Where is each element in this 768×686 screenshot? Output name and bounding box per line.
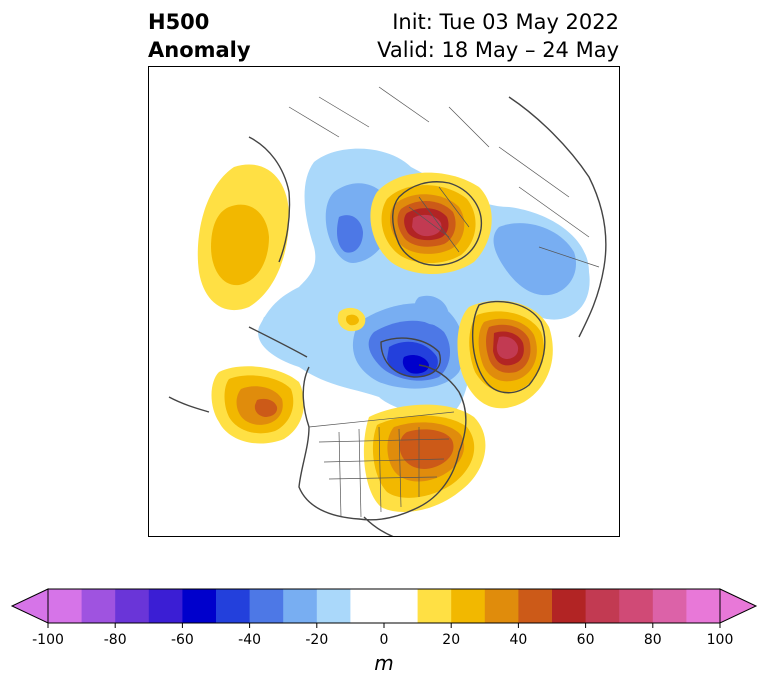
positive-anomalies — [197, 164, 553, 512]
map-panel — [148, 66, 620, 537]
colorbar-tick-label: 60 — [577, 632, 595, 648]
colorbar-units-label: m — [374, 651, 393, 675]
colorbar-extend-max — [719, 588, 758, 624]
colorbar-tick-label: -60 — [171, 632, 194, 648]
colorbar-tick-label: 20 — [442, 632, 460, 648]
colorbar-segment — [451, 589, 486, 623]
colorbar-tick-label: 100 — [707, 632, 734, 648]
init-date: Init: Tue 03 May 2022 — [392, 10, 619, 34]
colorbar-segment — [652, 589, 687, 623]
colorbar-tick-label: -80 — [104, 632, 127, 648]
colorbar-tick-label: 80 — [644, 632, 662, 648]
colorbar-segment — [182, 589, 217, 623]
colorbar-extend-min — [10, 588, 49, 624]
title-line-1: H500 — [148, 10, 210, 34]
colorbar-segment — [216, 589, 251, 623]
anomaly-map — [168, 86, 607, 536]
map-title: H500 Anomaly — [148, 8, 251, 64]
colorbar-segment — [148, 589, 183, 623]
colorbar-segment — [316, 589, 351, 623]
colorbar-segment — [484, 589, 519, 623]
colorbar-tick-label: 40 — [509, 632, 527, 648]
title-line-2: Anomaly — [148, 38, 251, 62]
coastlines — [168, 96, 607, 536]
colorbar-segment — [417, 589, 452, 623]
map-subtitle: Init: Tue 03 May 2022 Valid: 18 May – 24… — [377, 8, 619, 64]
colorbar-segment — [686, 589, 721, 623]
colorbar-segment — [518, 589, 553, 623]
colorbar-segments — [10, 588, 758, 624]
colorbar-segment — [249, 589, 284, 623]
colorbar-segment — [619, 589, 654, 623]
valid-period: Valid: 18 May – 24 May — [377, 38, 619, 62]
colorbar-tick-label: 0 — [380, 632, 389, 648]
colorbar-ticks: -100 -80 -60 -40 -20 0 20 40 60 80 100 — [32, 623, 733, 648]
colorbar-segment — [115, 589, 150, 623]
colorbar-segment — [350, 589, 419, 623]
negative-anomalies — [258, 148, 590, 416]
borders — [288, 86, 600, 518]
colorbar-segment — [585, 589, 620, 623]
colorbar: -100 -80 -60 -40 -20 0 20 40 60 80 100 m — [10, 588, 758, 675]
colorbar-segment — [81, 589, 116, 623]
colorbar-segment — [283, 589, 318, 623]
colorbar-tick-label: -100 — [32, 632, 64, 648]
colorbar-segment — [48, 589, 83, 623]
colorbar-segment — [552, 589, 587, 623]
colorbar-tick-label: -40 — [238, 632, 261, 648]
colorbar-tick-label: -20 — [305, 632, 328, 648]
